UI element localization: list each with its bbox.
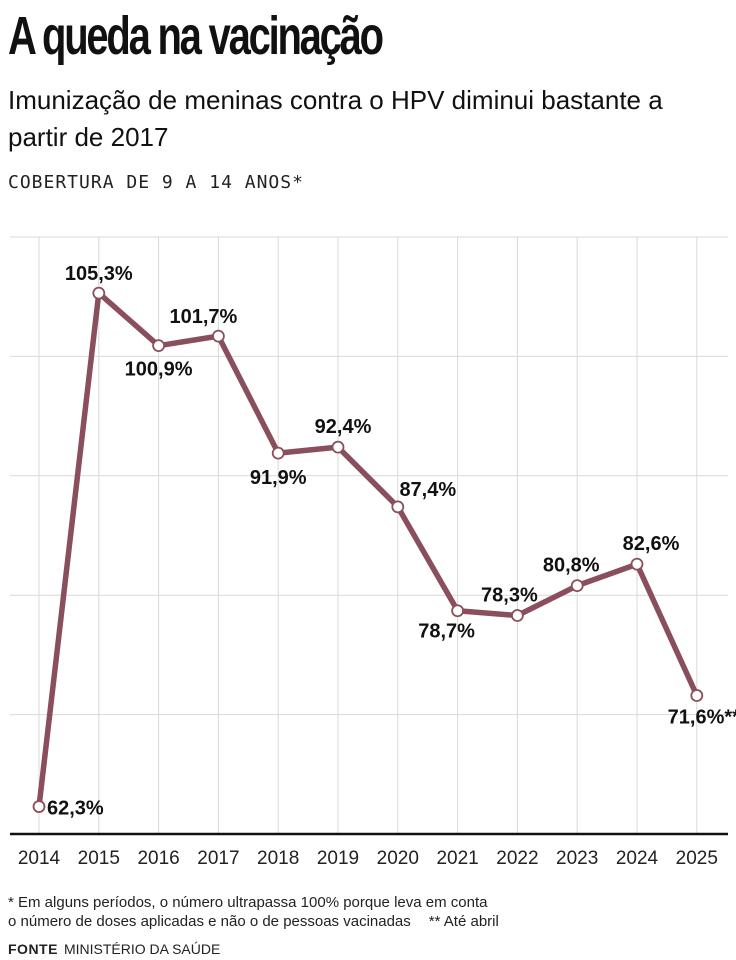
data-point-2018 (271, 446, 285, 460)
x-tick-label: 2015 (78, 848, 120, 869)
x-tick-label: 2022 (496, 848, 538, 869)
x-tick-label: 2024 (616, 848, 659, 869)
data-point-2014 (32, 800, 46, 813)
data-point-2025 (690, 689, 704, 702)
data-point-2019 (331, 440, 345, 454)
page-title: A queda na vacinação (8, 6, 384, 66)
data-label-2025: 71,6%** (668, 706, 736, 728)
page-subtitle: Imunização de meninas contra o HPV dimin… (8, 85, 663, 152)
line-chart: 2014 2015 2016 2017 2018 2019 2020 2021 2022 2023… (10, 236, 736, 869)
source-value: MINISTÉRIO DA SAÚDE (63, 941, 221, 957)
series-line (36, 290, 700, 810)
footnote-line-1: * Em alguns períodos, o número ultrapass… (8, 894, 488, 911)
data-label-2020: 87,4% (399, 479, 456, 501)
source-line: FONTE MINISTÉRIO DA SAÚDE (8, 941, 220, 957)
data-label-2016: 100,9% (125, 359, 193, 381)
data-point-2021 (451, 604, 465, 618)
x-tick-label: 2020 (377, 848, 419, 869)
x-tick-label: 2021 (436, 848, 478, 869)
x-tick-label: 2023 (556, 848, 598, 869)
x-tick-label: 2019 (317, 848, 359, 869)
data-point-2015 (92, 286, 106, 300)
data-label-2015: 105,3% (65, 263, 133, 285)
data-point-2016 (152, 339, 166, 353)
data-point-2024 (630, 557, 644, 571)
data-point-2023 (570, 579, 584, 593)
data-point-2022 (511, 609, 524, 622)
x-tick-label: 2025 (676, 848, 718, 869)
data-point-2020 (391, 500, 405, 514)
data-point-2017 (211, 329, 225, 343)
data-label-2014: 62,3% (47, 798, 104, 820)
x-tick-label: 2017 (197, 848, 239, 869)
footnote: * Em alguns períodos, o número ultrapass… (8, 893, 728, 931)
x-tick-label: 2016 (137, 848, 179, 869)
x-tick-label: 2014 (18, 848, 61, 869)
data-label-2018: 91,9% (250, 467, 307, 489)
data-label-2017: 101,7% (169, 306, 237, 328)
data-label-2022: 78,3% (481, 584, 538, 606)
data-label-2023: 80,8% (543, 555, 600, 577)
source-label: FONTE (8, 941, 58, 957)
data-label-2021: 78,7% (418, 621, 475, 643)
data-label-2024: 82,6% (623, 533, 680, 555)
data-label-2019: 92,4% (315, 416, 372, 438)
footnote-until-april: ** Até abril (428, 913, 499, 930)
footnote-line-2: o número de doses aplicadas e não o de p… (8, 913, 411, 930)
chart-kicker: COBERTURA DE 9 A 14 ANOS* (8, 172, 304, 193)
x-tick-label: 2018 (257, 848, 299, 869)
